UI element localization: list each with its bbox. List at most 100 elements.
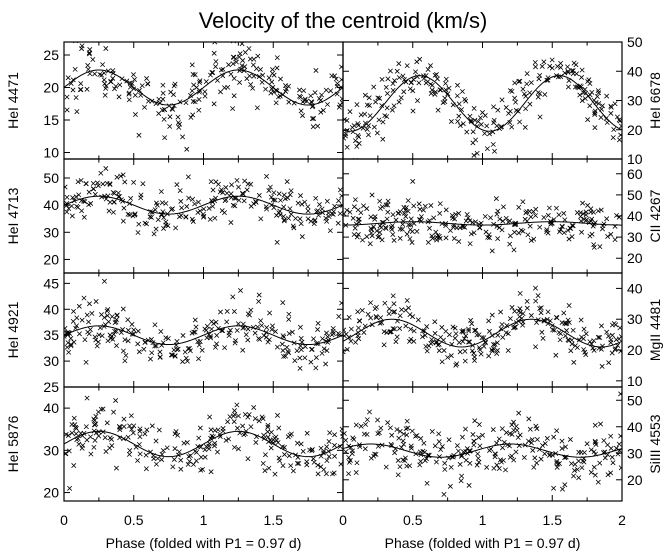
- scatter-point: [384, 90, 390, 96]
- scatter-point: [281, 353, 287, 359]
- scatter-point: [470, 431, 476, 437]
- scatter-point: [585, 202, 591, 208]
- data-point: [528, 80, 534, 86]
- scatter-point: [214, 332, 220, 338]
- scatter-point: [394, 68, 400, 74]
- data-point: [605, 472, 611, 478]
- data-point: [484, 123, 490, 129]
- scatter-point: [91, 444, 97, 450]
- data-point: [491, 120, 497, 126]
- scatter-point: [196, 435, 202, 441]
- scatter-point: [618, 123, 622, 129]
- data-point: [516, 79, 522, 84]
- data-point: [367, 409, 372, 415]
- scatter-point: [395, 458, 401, 463]
- scatter-point: [591, 242, 597, 248]
- scatter-point: [109, 443, 115, 449]
- data-point: [357, 318, 363, 324]
- scatter-point: [120, 348, 126, 354]
- scatter-point: [405, 198, 411, 204]
- data-point: [399, 307, 405, 313]
- scatter-point: [365, 132, 371, 138]
- scatter-point: [286, 316, 292, 322]
- scatter-point: [374, 228, 380, 234]
- data-point: [599, 226, 605, 232]
- data-point: [217, 189, 223, 195]
- scatter-point: [471, 230, 477, 236]
- scatter-point: [123, 352, 129, 358]
- data-point: [447, 228, 453, 234]
- scatter-point: [454, 225, 460, 231]
- scatter-point: [323, 471, 329, 477]
- data-point: [168, 352, 174, 358]
- scatter-point: [71, 415, 77, 421]
- scatter-point: [605, 233, 611, 239]
- scatter-point: [476, 435, 482, 440]
- scatter-point: [610, 135, 616, 141]
- data-point: [414, 228, 420, 234]
- scatter-point: [273, 100, 279, 106]
- data-point: [537, 305, 543, 311]
- data-point: [528, 238, 534, 243]
- scatter-point: [83, 359, 89, 365]
- data-point: [287, 206, 293, 212]
- scatter-point: [338, 461, 343, 467]
- scatter-point: [213, 64, 219, 70]
- data-point: [456, 239, 462, 245]
- scatter-point: [265, 434, 271, 440]
- scatter-point: [343, 211, 347, 217]
- scatter-point: [272, 471, 278, 477]
- scatter-point: [583, 331, 589, 337]
- scatter-point: [451, 236, 457, 241]
- data-point: [491, 221, 497, 227]
- scatter-point: [135, 230, 141, 236]
- data-point: [207, 333, 213, 339]
- data-point: [223, 185, 229, 190]
- scatter-point: [230, 42, 236, 44]
- scatter-point: [457, 461, 463, 467]
- scatter-point: [212, 440, 218, 446]
- scatter-point: [144, 76, 150, 81]
- scatter-point: [288, 211, 294, 217]
- scatter-point: [568, 461, 574, 467]
- scatter-point: [211, 321, 217, 327]
- scatter-point: [318, 109, 324, 115]
- scatter-point: [411, 338, 417, 344]
- scatter-point: [367, 113, 373, 119]
- data-point: [90, 186, 96, 192]
- data-point: [517, 432, 523, 438]
- data-point: [499, 97, 505, 103]
- scatter-point: [470, 129, 476, 135]
- data-point: [410, 178, 416, 184]
- scatter-point: [384, 330, 390, 336]
- scatter-point: [88, 451, 94, 457]
- scatter-point: [311, 116, 317, 121]
- scatter-point: [281, 218, 287, 224]
- panel-data: [343, 178, 622, 254]
- scatter-point: [368, 315, 374, 321]
- scatter-point: [262, 468, 268, 474]
- scatter-point: [324, 218, 330, 224]
- scatter-point: [152, 207, 158, 213]
- scatter-point: [509, 88, 515, 94]
- scatter-point: [565, 227, 571, 233]
- scatter-point: [475, 451, 481, 457]
- data-point: [286, 350, 292, 356]
- scatter-point: [94, 343, 100, 349]
- scatter-point: [220, 328, 226, 334]
- scatter-point: [132, 77, 137, 83]
- data-point: [382, 300, 388, 306]
- scatter-point: [228, 220, 234, 225]
- data-point: [383, 464, 389, 470]
- scatter-point: [485, 234, 491, 240]
- scatter-point: [64, 344, 70, 350]
- scatter-point: [286, 311, 292, 317]
- scatter-point: [240, 58, 246, 63]
- data-point: [226, 436, 232, 442]
- scatter-point: [443, 76, 449, 82]
- data-point: [88, 434, 93, 440]
- scatter-point: [389, 432, 395, 438]
- data-point: [85, 62, 91, 68]
- scatter-point: [389, 107, 395, 113]
